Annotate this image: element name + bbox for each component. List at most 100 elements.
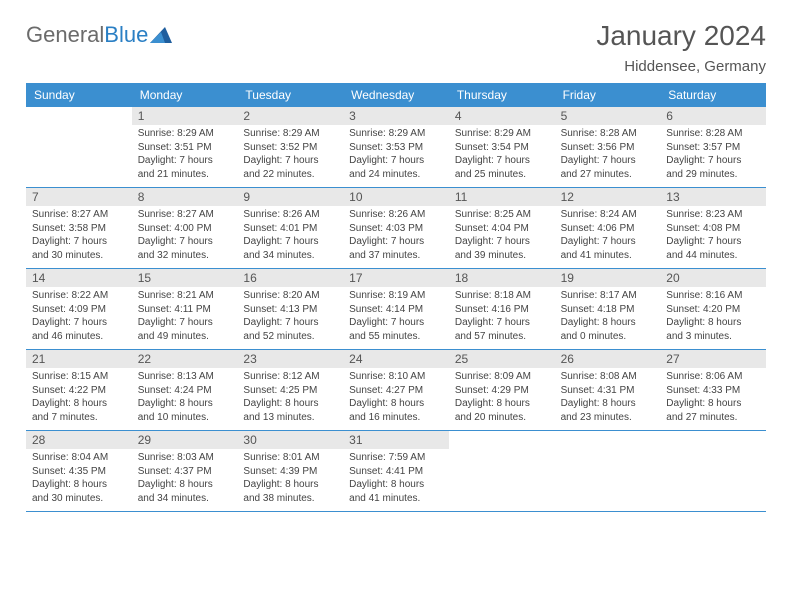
day-cell: 21 Sunrise: 8:15 AMSunset: 4:22 PMDayligh…	[26, 350, 132, 430]
day-info: Sunrise: 8:29 AMSunset: 3:54 PMDaylight:…	[455, 127, 549, 181]
day-info: Sunrise: 8:12 AMSunset: 4:25 PMDaylight:…	[243, 370, 337, 424]
daylight-line2: and 23 minutes.	[561, 411, 655, 425]
sunset-text: Sunset: 4:01 PM	[243, 222, 337, 236]
daylight-line1: Daylight: 7 hours	[243, 316, 337, 330]
day-info: Sunrise: 8:18 AMSunset: 4:16 PMDaylight:…	[455, 289, 549, 343]
daylight-line2: and 30 minutes.	[32, 492, 126, 506]
sunrise-text: Sunrise: 8:04 AM	[32, 451, 126, 465]
day-number: 12	[555, 188, 661, 206]
daylight-line1: Daylight: 8 hours	[138, 478, 232, 492]
sunset-text: Sunset: 4:31 PM	[561, 384, 655, 398]
day-number: 7	[26, 188, 132, 206]
day-number: 6	[660, 107, 766, 125]
sunrise-text: Sunrise: 8:17 AM	[561, 289, 655, 303]
day-cell: 11Sunrise: 8:25 AMSunset: 4:04 PMDayligh…	[449, 188, 555, 268]
daylight-line2: and 32 minutes.	[138, 249, 232, 263]
weekday-header: Sunday	[26, 83, 132, 107]
day-cell: 13Sunrise: 8:23 AMSunset: 4:08 PMDayligh…	[660, 188, 766, 268]
day-info: Sunrise: 8:29 AMSunset: 3:51 PMDaylight:…	[138, 127, 232, 181]
sunset-text: Sunset: 4:09 PM	[32, 303, 126, 317]
daylight-line2: and 49 minutes.	[138, 330, 232, 344]
daylight-line2: and 38 minutes.	[243, 492, 337, 506]
daylight-line1: Daylight: 8 hours	[243, 397, 337, 411]
week-row: 21 Sunrise: 8:15 AMSunset: 4:22 PMDayligh…	[26, 350, 766, 431]
day-cell: 10Sunrise: 8:26 AMSunset: 4:03 PMDayligh…	[343, 188, 449, 268]
day-number: 1	[132, 107, 238, 125]
daylight-line2: and 7 minutes.	[32, 411, 126, 425]
calendar-grid: Sunday Monday Tuesday Wednesday Thursday…	[26, 83, 766, 512]
day-info: Sunrise: 8:27 AMSunset: 4:00 PMDaylight:…	[138, 208, 232, 262]
daylight-line1: Daylight: 7 hours	[32, 316, 126, 330]
day-number: 13	[660, 188, 766, 206]
day-number: 23	[237, 350, 343, 368]
daylight-line1: Daylight: 7 hours	[243, 235, 337, 249]
sunrise-text: Sunrise: 8:22 AM	[32, 289, 126, 303]
day-number: 3	[343, 107, 449, 125]
daylight-line2: and 37 minutes.	[349, 249, 443, 263]
sunset-text: Sunset: 4:27 PM	[349, 384, 443, 398]
daylight-line2: and 44 minutes.	[666, 249, 760, 263]
day-cell: 3Sunrise: 8:29 AMSunset: 3:53 PMDaylight…	[343, 107, 449, 187]
daylight-line1: Daylight: 8 hours	[349, 478, 443, 492]
daylight-line1: Daylight: 7 hours	[455, 235, 549, 249]
brand-part1: General	[26, 22, 104, 48]
daylight-line1: Daylight: 7 hours	[561, 235, 655, 249]
day-info: Sunrise: 8:08 AMSunset: 4:31 PMDaylight:…	[561, 370, 655, 424]
day-cell: 24 Sunrise: 8:10 AMSunset: 4:27 PMDayligh…	[343, 350, 449, 430]
daylight-line2: and 41 minutes.	[561, 249, 655, 263]
day-info: Sunrise: 8:22 AMSunset: 4:09 PMDaylight:…	[32, 289, 126, 343]
day-number: 19	[555, 269, 661, 287]
daylight-line1: Daylight: 7 hours	[138, 154, 232, 168]
day-info: Sunrise: 8:01 AMSunset: 4:39 PMDaylight:…	[243, 451, 337, 505]
day-number: 28	[26, 431, 132, 449]
weekday-header: Friday	[555, 83, 661, 107]
week-row: 1Sunrise: 8:29 AMSunset: 3:51 PMDaylight…	[26, 107, 766, 188]
day-info: Sunrise: 8:10 AMSunset: 4:27 PMDaylight:…	[349, 370, 443, 424]
sunset-text: Sunset: 3:56 PM	[561, 141, 655, 155]
daylight-line1: Daylight: 8 hours	[32, 478, 126, 492]
sunset-text: Sunset: 4:25 PM	[243, 384, 337, 398]
sunset-text: Sunset: 3:51 PM	[138, 141, 232, 155]
sunset-text: Sunset: 3:54 PM	[455, 141, 549, 155]
day-number: 22	[132, 350, 238, 368]
day-cell: 26Sunrise: 8:08 AMSunset: 4:31 PMDayligh…	[555, 350, 661, 430]
daylight-line2: and 57 minutes.	[455, 330, 549, 344]
weeks-container: 1Sunrise: 8:29 AMSunset: 3:51 PMDaylight…	[26, 107, 766, 512]
logo-triangle-icon	[150, 27, 172, 43]
daylight-line1: Daylight: 7 hours	[138, 316, 232, 330]
sunrise-text: Sunrise: 8:15 AM	[32, 370, 126, 384]
sunrise-text: Sunrise: 8:06 AM	[666, 370, 760, 384]
day-info: Sunrise: 8:27 AMSunset: 3:58 PMDaylight:…	[32, 208, 126, 262]
day-cell: 22Sunrise: 8:13 AMSunset: 4:24 PMDayligh…	[132, 350, 238, 430]
sunrise-text: Sunrise: 8:28 AM	[561, 127, 655, 141]
day-info: Sunrise: 8:21 AMSunset: 4:11 PMDaylight:…	[138, 289, 232, 343]
week-row: 28Sunrise: 8:04 AMSunset: 4:35 PMDayligh…	[26, 431, 766, 512]
day-cell: 5Sunrise: 8:28 AMSunset: 3:56 PMDaylight…	[555, 107, 661, 187]
day-cell: 19Sunrise: 8:17 AMSunset: 4:18 PMDayligh…	[555, 269, 661, 349]
day-info: Sunrise: 8:15 AMSunset: 4:22 PMDaylight:…	[32, 370, 126, 424]
calendar-page: GeneralBlue January 2024 Hiddensee, Germ…	[0, 0, 792, 512]
daylight-line2: and 55 minutes.	[349, 330, 443, 344]
day-number: 21	[26, 350, 132, 368]
brand-logo: GeneralBlue	[26, 22, 172, 48]
sunset-text: Sunset: 4:18 PM	[561, 303, 655, 317]
daylight-line1: Daylight: 8 hours	[349, 397, 443, 411]
day-info: Sunrise: 8:24 AMSunset: 4:06 PMDaylight:…	[561, 208, 655, 262]
day-number: 11	[449, 188, 555, 206]
empty-cell	[555, 431, 661, 511]
day-number: 8	[132, 188, 238, 206]
day-number: 14	[26, 269, 132, 287]
sunrise-text: Sunrise: 8:29 AM	[243, 127, 337, 141]
day-info: Sunrise: 8:26 AMSunset: 4:03 PMDaylight:…	[349, 208, 443, 262]
daylight-line1: Daylight: 8 hours	[666, 397, 760, 411]
weekday-header: Thursday	[449, 83, 555, 107]
sunrise-text: Sunrise: 8:27 AM	[32, 208, 126, 222]
sunrise-text: Sunrise: 8:13 AM	[138, 370, 232, 384]
sunrise-text: Sunrise: 8:29 AM	[455, 127, 549, 141]
daylight-line1: Daylight: 7 hours	[138, 235, 232, 249]
location-subtitle: Hiddensee, Germany	[596, 58, 766, 75]
daylight-line2: and 30 minutes.	[32, 249, 126, 263]
day-number: 24	[343, 350, 449, 368]
day-cell: 27Sunrise: 8:06 AMSunset: 4:33 PMDayligh…	[660, 350, 766, 430]
day-cell: 30Sunrise: 8:01 AMSunset: 4:39 PMDayligh…	[237, 431, 343, 511]
